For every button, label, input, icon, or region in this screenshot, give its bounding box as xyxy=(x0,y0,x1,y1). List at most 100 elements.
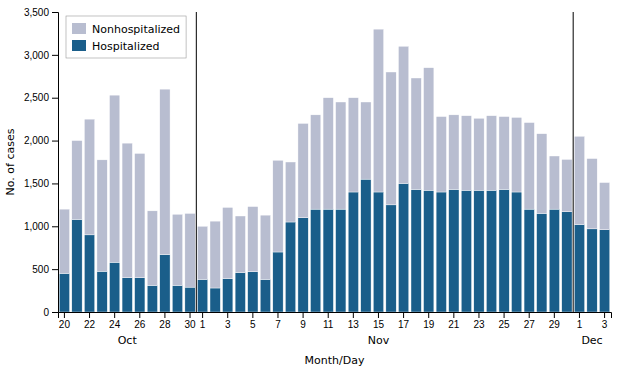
bar xyxy=(122,143,132,278)
bar xyxy=(411,78,421,189)
tick: 15 xyxy=(373,312,385,330)
bar xyxy=(147,211,157,286)
tick-mark xyxy=(52,269,58,270)
month-label: Nov xyxy=(368,334,390,347)
tick: 3,000 xyxy=(24,50,58,61)
legend-label: Nonhospitalized xyxy=(92,23,180,36)
tick-mark xyxy=(353,312,354,318)
bar xyxy=(486,190,496,312)
bar xyxy=(599,183,609,230)
bar xyxy=(436,192,446,312)
tick-mark xyxy=(227,312,228,318)
bar xyxy=(537,134,547,214)
bar xyxy=(499,117,509,190)
tick: 19 xyxy=(423,312,435,330)
bar xyxy=(537,213,547,312)
tick-label: 23 xyxy=(473,319,485,330)
bar xyxy=(248,272,258,312)
bar xyxy=(223,207,233,278)
legend-label: Hospitalized xyxy=(92,40,159,53)
legend-swatch xyxy=(72,40,86,51)
tick: 28 xyxy=(159,312,171,330)
bar xyxy=(235,216,245,273)
tick-mark xyxy=(252,312,253,318)
bar xyxy=(474,190,484,312)
tick-label: 30 xyxy=(184,319,196,330)
tick-label: 1,000 xyxy=(24,221,49,232)
tick: 24 xyxy=(109,312,121,330)
bar xyxy=(486,116,496,191)
bar xyxy=(59,209,69,273)
tick: 26 xyxy=(134,312,146,330)
separators xyxy=(196,12,573,312)
bar xyxy=(424,68,434,191)
tick-label: 3,500 xyxy=(24,7,49,18)
tick-label: 2,500 xyxy=(24,92,49,103)
bar xyxy=(562,212,572,312)
bar xyxy=(97,271,107,312)
tick: 1,000 xyxy=(24,221,58,232)
tick-mark xyxy=(478,312,479,318)
tick: 1 xyxy=(200,312,206,330)
legend-frame xyxy=(66,16,186,58)
bar xyxy=(524,209,534,312)
tick-label: 3 xyxy=(602,319,608,330)
axis-line xyxy=(59,313,612,319)
bar xyxy=(499,189,509,312)
bar-series xyxy=(59,29,609,288)
tick: 500 xyxy=(32,264,58,275)
bar xyxy=(135,278,145,312)
tick-mark xyxy=(52,226,58,227)
tick: 3 xyxy=(225,312,231,330)
tick-label: 7 xyxy=(275,319,281,330)
bar xyxy=(185,287,195,312)
bar xyxy=(386,72,396,205)
bar xyxy=(323,98,333,209)
month-label: Oct xyxy=(118,334,138,347)
tick: 11 xyxy=(323,312,334,330)
bar xyxy=(449,189,459,312)
legend: Nonhospitalized Hospitalized xyxy=(66,16,186,58)
tick-label: 29 xyxy=(549,319,561,330)
bar xyxy=(574,136,584,224)
bar xyxy=(398,183,408,312)
tick-label: 19 xyxy=(423,319,435,330)
bar xyxy=(84,235,94,312)
tick-mark xyxy=(190,312,191,318)
tick-mark xyxy=(139,312,140,318)
tick: 2,000 xyxy=(24,135,58,146)
bar xyxy=(273,160,283,252)
tick-label: 24 xyxy=(109,319,121,330)
bar xyxy=(210,221,220,288)
tick-label: 1,500 xyxy=(24,178,49,189)
bar xyxy=(411,189,421,312)
x-axis: 202224262830135791113151719212325272913 xyxy=(59,312,612,330)
bar xyxy=(298,218,308,312)
bar xyxy=(160,255,170,312)
bar xyxy=(424,190,434,312)
annotations: OctNovDec xyxy=(118,334,603,347)
bar xyxy=(235,273,245,312)
bar xyxy=(172,285,182,312)
tick-label: 11 xyxy=(323,319,334,330)
tick: 29 xyxy=(549,312,561,330)
bar xyxy=(122,278,132,312)
tick: 20 xyxy=(59,312,71,330)
tick-label: 1 xyxy=(577,319,583,330)
bar xyxy=(84,119,94,235)
bar xyxy=(562,159,572,211)
separator-line xyxy=(573,12,574,312)
tick-label: 13 xyxy=(348,319,360,330)
bar xyxy=(97,160,107,271)
bar xyxy=(311,115,321,209)
tick-label: 0 xyxy=(43,307,49,318)
tick: 1,500 xyxy=(24,178,58,189)
tick-mark xyxy=(52,141,58,142)
tick: 25 xyxy=(499,312,511,330)
bar xyxy=(223,279,233,312)
tick-mark xyxy=(403,312,404,318)
tick: 13 xyxy=(348,312,360,330)
bar xyxy=(336,102,346,209)
bar xyxy=(386,205,396,312)
y-axis: 0 500 1,000 1,500 2,000 2,500 3,000 3,500 xyxy=(24,7,59,318)
